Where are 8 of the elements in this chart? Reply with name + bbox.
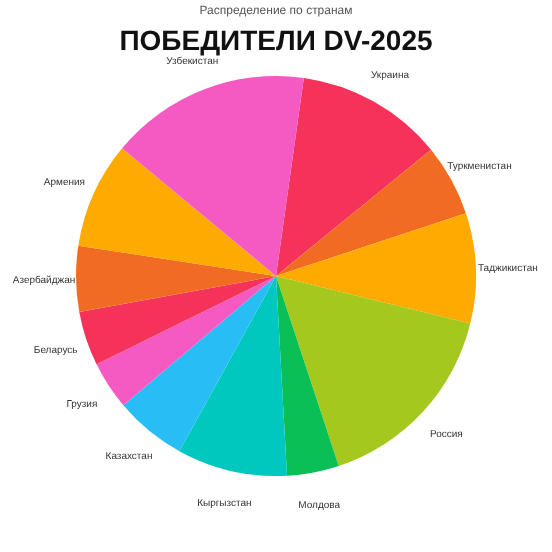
pie-slice: [123, 276, 276, 452]
chart-title: ПОБЕДИТЕЛИ DV-2025: [119, 24, 433, 56]
pie-slice: [76, 245, 276, 312]
pie-slice: [276, 77, 432, 276]
pie-slice: [276, 276, 471, 466]
pie-slice: [179, 276, 288, 476]
pie-slice: [79, 276, 276, 365]
pie-slice: [276, 276, 339, 476]
